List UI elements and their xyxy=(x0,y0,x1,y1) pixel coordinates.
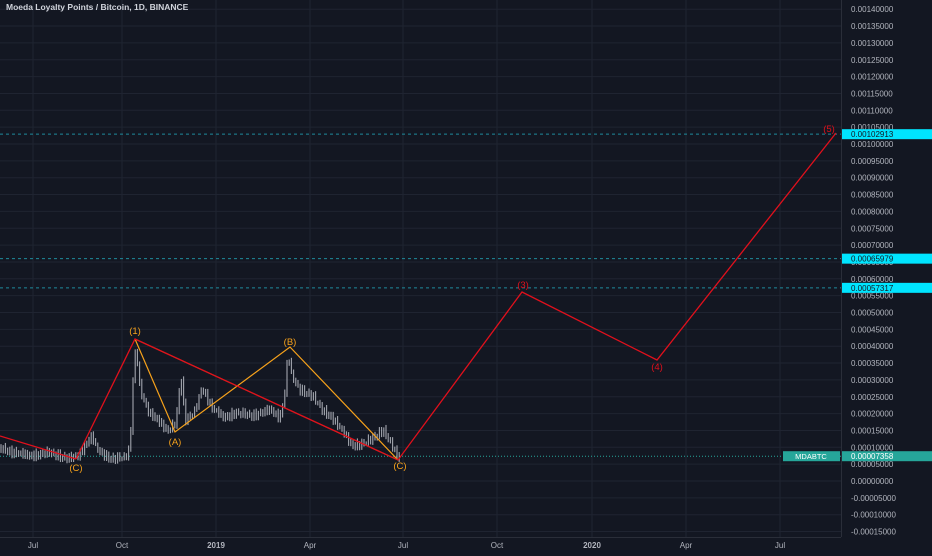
time-tick-label: Jul xyxy=(28,541,38,550)
time-tick-label: Jul xyxy=(775,541,785,550)
price-tick-label: 0.00105000 xyxy=(851,123,894,132)
price-tick-label: 0.00030000 xyxy=(851,376,894,385)
price-tick-label: 0.00055000 xyxy=(851,292,894,301)
wave-4-label: (4) xyxy=(651,362,663,373)
price-tick-label: 0.00135000 xyxy=(851,22,894,31)
price-tick-label: 0.00085000 xyxy=(851,191,894,200)
price-tick-label: 0.00110000 xyxy=(851,106,893,115)
price-level-badge-label: 0.00102913 xyxy=(851,130,894,139)
current-price-label: 0.00007358 xyxy=(851,452,894,461)
time-tick-label: 2019 xyxy=(207,541,225,550)
time-tick-label: Oct xyxy=(491,541,504,550)
price-tick-label: 0.00075000 xyxy=(851,224,894,233)
price-tick-label: 0.00090000 xyxy=(851,174,894,183)
price-tick-label: -0.00010000 xyxy=(851,511,896,520)
price-tick-label: 0.00070000 xyxy=(851,241,894,250)
price-tick-label: 0.00015000 xyxy=(851,426,894,435)
price-tick-label: 0.00095000 xyxy=(851,157,894,166)
price-tick-label: 0.00010000 xyxy=(851,443,894,452)
time-tick-label: Apr xyxy=(304,541,317,550)
wave-1-label: (1) xyxy=(129,326,141,337)
price-tick-label: 0.00140000 xyxy=(851,5,894,14)
price-tick-label: 0.00080000 xyxy=(851,207,894,216)
price-tick-label: 0.00130000 xyxy=(851,39,894,48)
price-tick-label: 0.00050000 xyxy=(851,309,894,318)
price-candles xyxy=(0,348,400,465)
price-tick-label: 0.00035000 xyxy=(851,359,894,368)
price-tick-label: 0.00115000 xyxy=(851,89,893,98)
price-axis[interactable]: 0.00140000 0.00135000 0.00130000 0.00125000… xyxy=(841,0,932,537)
wave-5-label: (5) xyxy=(823,124,835,135)
wave-a-label: (A) xyxy=(169,437,182,448)
chart-canvas[interactable]: MDABTC (1) (A) (B) (C) (C) (3) (4) (5) xyxy=(0,0,841,537)
price-level-badge-label: 0.00057317 xyxy=(851,284,894,293)
price-tick-label: -0.00015000 xyxy=(851,528,896,537)
time-tick-label: 2020 xyxy=(583,541,601,550)
price-tick-label: 0.00025000 xyxy=(851,393,894,402)
price-tick-label: -0.00005000 xyxy=(851,494,896,503)
time-tick-label: Apr xyxy=(680,541,693,550)
current-price-badge xyxy=(842,451,932,462)
price-tick-label: 0.00125000 xyxy=(851,56,894,65)
price-tick-label: 0.00045000 xyxy=(851,325,894,334)
price-level-badge-label: 0.00065979 xyxy=(851,255,894,264)
symbol-badge xyxy=(783,451,840,462)
time-axis[interactable]: Jul Oct 2019 Apr Jul Oct 2020 Apr Jul xyxy=(0,537,841,551)
symbol-badge-label: MDABTC xyxy=(795,452,827,461)
price-level-badge xyxy=(842,282,932,293)
wave-3-label: (3) xyxy=(517,280,529,291)
wave-c-right-label: (C) xyxy=(393,461,406,472)
price-tick-label: 0.00000000 xyxy=(851,477,894,486)
time-tick-label: Jul xyxy=(398,541,408,550)
wave-b-label: (B) xyxy=(284,337,297,348)
price-tick-label: 0.00100000 xyxy=(851,140,894,149)
elliott-wave-line xyxy=(75,132,837,461)
time-tick-label: Oct xyxy=(116,541,129,550)
price-tick-label: 0.00120000 xyxy=(851,73,894,82)
price-level-badge xyxy=(842,129,932,140)
price-tick-label: 0.00005000 xyxy=(851,460,894,469)
chart-pane[interactable]: MDABTC (1) (A) (B) (C) (C) (3) (4) (5) Moeda Lo… xyxy=(0,0,841,537)
price-level-badge xyxy=(842,253,932,264)
price-tick-label: 0.00040000 xyxy=(851,342,894,351)
abc-pattern-line xyxy=(134,338,399,461)
wave-c-left-label: (C) xyxy=(69,463,82,474)
price-tick-label: 0.00060000 xyxy=(851,275,894,284)
symbol-title[interactable]: Moeda Loyalty Points / Bitcoin, 1D, BINA… xyxy=(6,2,189,12)
price-tick-label: 0.00020000 xyxy=(851,410,894,419)
wave-pre-line xyxy=(0,435,77,460)
